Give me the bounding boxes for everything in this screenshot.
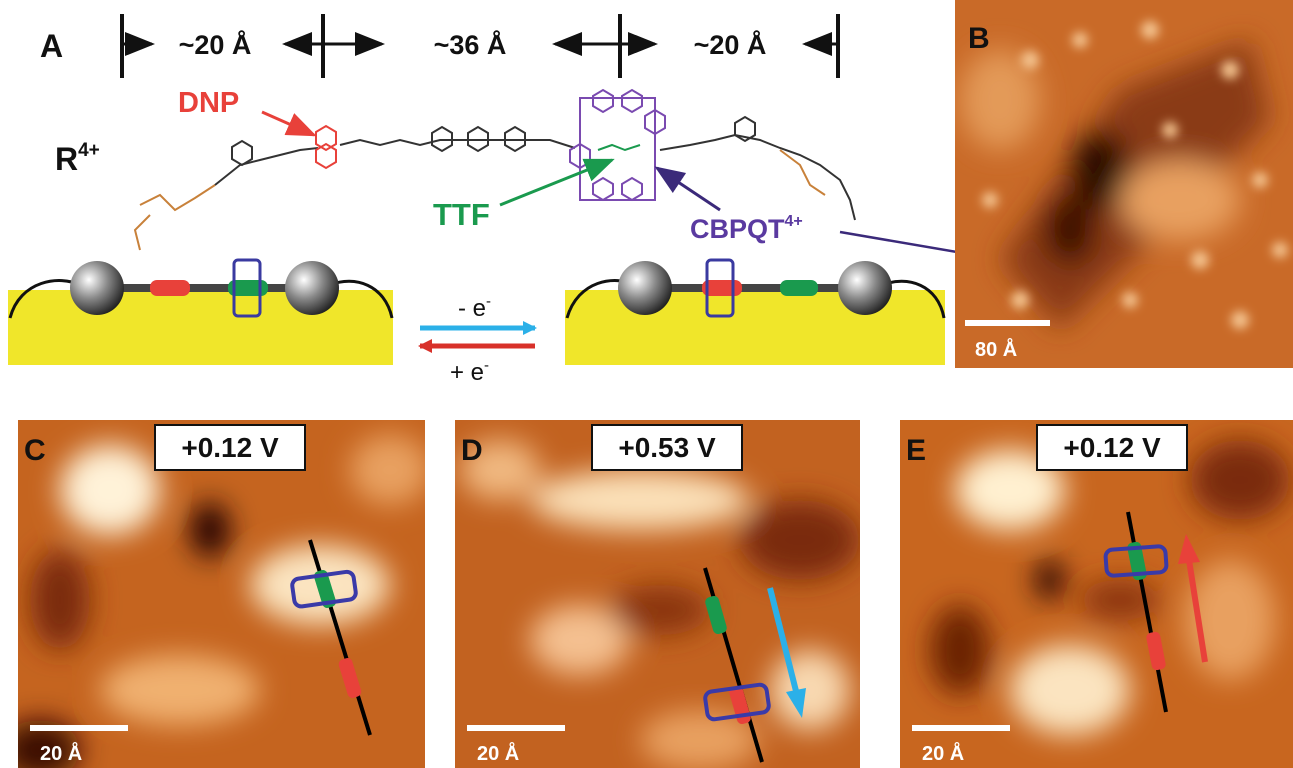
oxidation-sup: - xyxy=(486,293,491,310)
redox-arrows xyxy=(418,321,537,353)
cartoon-left xyxy=(8,258,394,365)
dnp-label: DNP xyxy=(178,87,239,119)
overlay-c xyxy=(290,539,372,736)
voltage-box xyxy=(1036,424,1188,471)
scale-bar xyxy=(467,725,565,731)
panel-label: D xyxy=(461,434,483,467)
molecule-label: R4+ xyxy=(55,140,100,177)
oxidation-label: - e- xyxy=(458,293,491,322)
cbpqt-sup: 4+ xyxy=(785,213,803,230)
scale-bar-label: 20 Å xyxy=(922,741,964,765)
stm-image-e xyxy=(900,420,1293,768)
ttf-arrow xyxy=(499,158,615,207)
panel-label: B xyxy=(968,22,990,55)
voltage-box xyxy=(154,424,306,471)
panel-label: E xyxy=(906,434,926,467)
reduction-base: + e xyxy=(450,359,484,386)
cbpqt-base: CBPQT xyxy=(690,214,785,244)
stm-image-d xyxy=(455,420,860,768)
reduction-sup: - xyxy=(484,357,489,374)
voltage-label: +0.12 V xyxy=(1063,432,1161,463)
voltage-box xyxy=(591,424,743,471)
panel-label: A xyxy=(40,28,63,64)
scale-bar xyxy=(912,725,1010,731)
overlay-e xyxy=(1103,511,1208,713)
scale-bar-label: 20 Å xyxy=(477,741,519,765)
ttf-label: TTF xyxy=(433,197,490,232)
cartoon-right xyxy=(565,258,946,365)
molecule-sup: 4+ xyxy=(78,140,100,161)
dimension-bar xyxy=(120,14,840,78)
cbpqt-label: CBPQT4+ xyxy=(690,213,803,244)
scale-bar xyxy=(965,320,1050,326)
overlay-d xyxy=(703,567,806,763)
panel-label: C xyxy=(24,434,46,467)
small-panels: C +0.12 V 20 Å D +0.53 V 20 Å E +0.12 V 20 Å xyxy=(24,424,1188,765)
spacing-label: ~20 Å xyxy=(694,29,767,60)
dnp-arrow xyxy=(261,110,317,137)
voltage-label: +0.12 V xyxy=(181,432,279,463)
spacing-label: ~36 Å xyxy=(434,29,507,60)
scale-bar-label: 80 Å xyxy=(975,337,1017,361)
molecule-base: R xyxy=(55,141,78,177)
reduction-label: + e- xyxy=(450,357,489,386)
spacing-label: ~20 Å xyxy=(179,29,252,60)
cbpqt-arrow xyxy=(654,166,721,212)
voltage-label: +0.53 V xyxy=(618,432,716,463)
oxidation-base: - e xyxy=(458,295,486,322)
scale-bar-label: 20 Å xyxy=(40,741,82,765)
stm-image-b xyxy=(955,0,1293,368)
scale-bar xyxy=(30,725,128,731)
